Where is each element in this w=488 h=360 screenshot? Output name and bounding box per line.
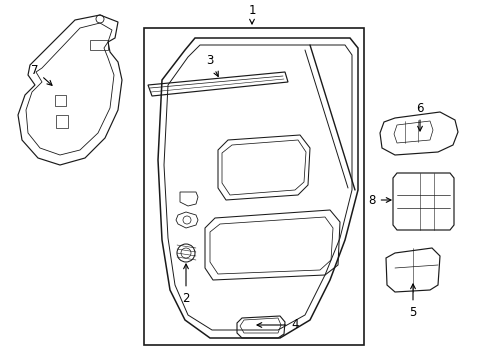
- Text: 3: 3: [206, 54, 218, 76]
- Text: 7: 7: [31, 63, 52, 85]
- Text: 1: 1: [248, 4, 255, 24]
- Text: 8: 8: [367, 194, 390, 207]
- Text: 2: 2: [182, 264, 189, 305]
- Text: 6: 6: [415, 102, 423, 131]
- Text: 4: 4: [257, 319, 298, 332]
- Text: 5: 5: [408, 284, 416, 319]
